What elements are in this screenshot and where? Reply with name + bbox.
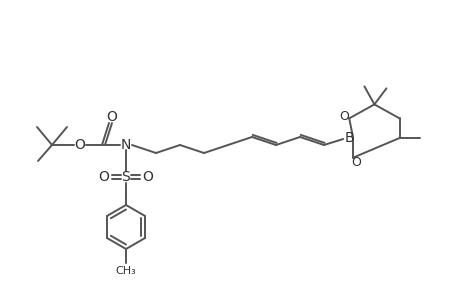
Text: S: S bbox=[121, 170, 130, 184]
Text: CH₃: CH₃ bbox=[115, 266, 136, 276]
Text: N: N bbox=[121, 138, 131, 152]
Text: O: O bbox=[106, 110, 117, 124]
Text: B: B bbox=[344, 131, 353, 145]
Text: O: O bbox=[351, 156, 360, 169]
Text: O: O bbox=[74, 138, 85, 152]
Text: O: O bbox=[98, 170, 109, 184]
Text: O: O bbox=[339, 110, 348, 123]
Text: O: O bbox=[142, 170, 153, 184]
